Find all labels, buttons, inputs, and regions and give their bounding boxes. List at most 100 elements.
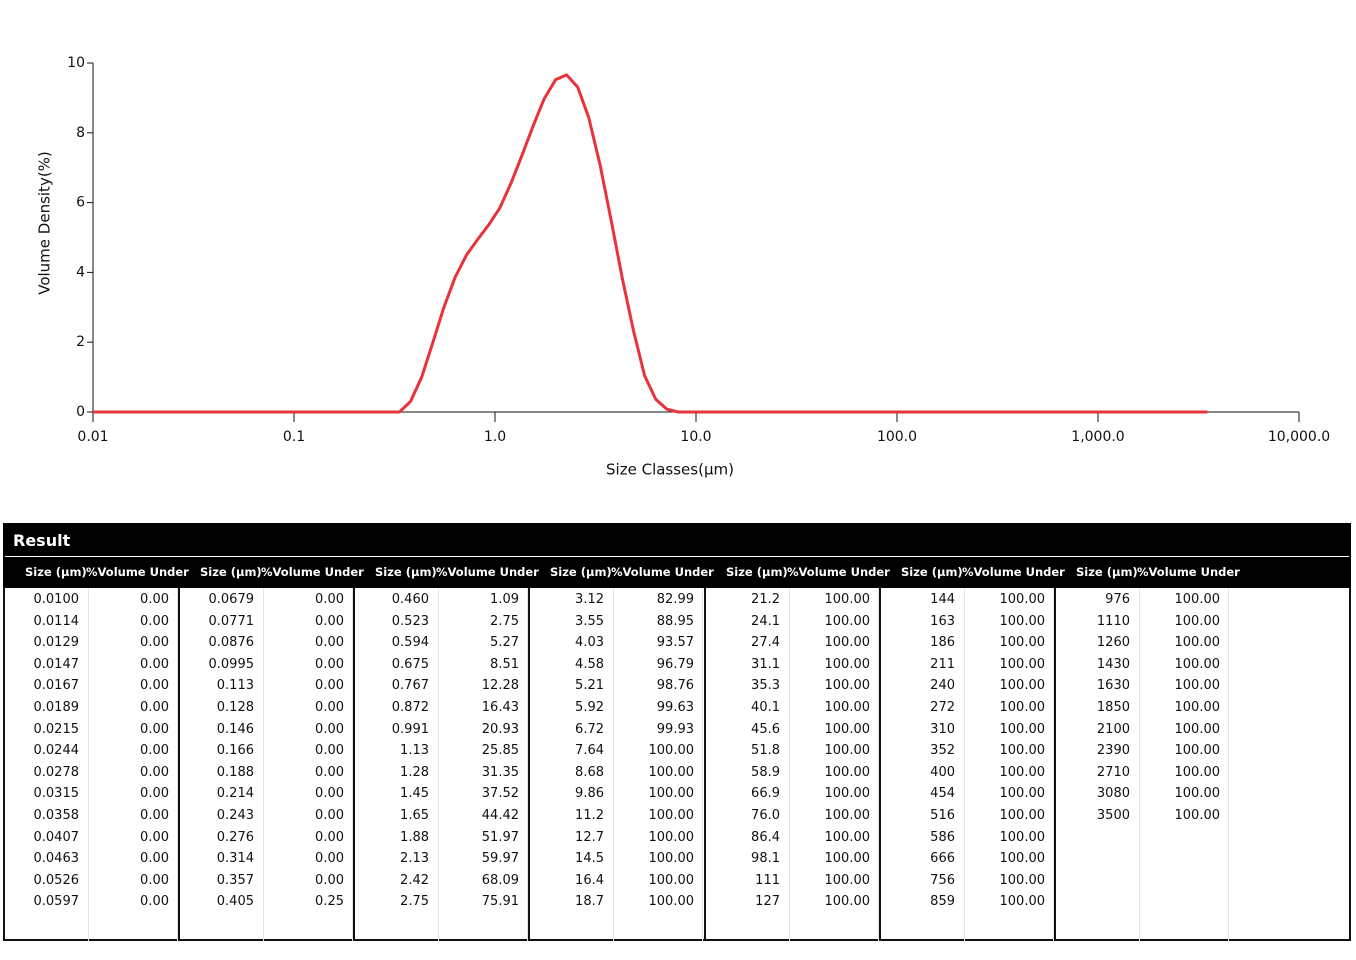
table-title: Result bbox=[13, 531, 71, 550]
size-cell: 9.86 bbox=[575, 786, 604, 802]
volume-cell: 100.00 bbox=[824, 635, 871, 651]
column-header: %Volume Under bbox=[611, 565, 714, 579]
x-tick-label: 0.1 bbox=[283, 429, 305, 445]
x-tick-label: 1,000.0 bbox=[1071, 429, 1124, 445]
volume-cell: 0.00 bbox=[315, 656, 344, 672]
group-border bbox=[1054, 588, 1056, 941]
size-cell: 0.0114 bbox=[33, 613, 80, 629]
size-cell: 756 bbox=[930, 872, 955, 888]
column-header: Size (µm) bbox=[25, 565, 87, 579]
size-cell: 2.13 bbox=[400, 851, 429, 867]
column-header: Size (µm) bbox=[200, 565, 262, 579]
volume-cell: 1.09 bbox=[490, 592, 519, 607]
volume-cell: 98.76 bbox=[656, 678, 694, 694]
column-divider bbox=[964, 588, 965, 941]
volume-cell: 0.00 bbox=[315, 808, 344, 823]
size-cell: 1.13 bbox=[400, 743, 429, 759]
size-cell: 0.128 bbox=[216, 700, 254, 715]
volume-cell: 100.00 bbox=[999, 829, 1046, 845]
volume-cell: 100.00 bbox=[824, 786, 871, 802]
column-divider bbox=[177, 588, 178, 941]
volume-cell: 31.35 bbox=[481, 764, 519, 780]
volume-cell: 0.00 bbox=[140, 894, 169, 910]
volume-cell: 100.00 bbox=[1174, 743, 1221, 759]
size-cell: 1.65 bbox=[400, 808, 429, 823]
size-cell: 240 bbox=[930, 678, 955, 694]
volume-cell: 99.93 bbox=[656, 721, 694, 737]
size-cell: 310 bbox=[930, 721, 955, 737]
volume-cell: 100.00 bbox=[999, 635, 1046, 651]
size-cell: 0.0771 bbox=[208, 613, 255, 629]
size-cell: 4.03 bbox=[575, 635, 604, 651]
volume-cell: 0.00 bbox=[315, 635, 344, 651]
size-cell: 0.991 bbox=[391, 721, 429, 737]
volume-cell: 100.00 bbox=[1174, 613, 1221, 629]
size-cell: 666 bbox=[930, 851, 955, 867]
size-cell: 352 bbox=[930, 743, 955, 759]
density-line bbox=[93, 73, 1208, 414]
size-cell: 0.357 bbox=[216, 872, 254, 888]
volume-cell: 100.00 bbox=[824, 894, 871, 910]
volume-cell: 93.57 bbox=[656, 635, 694, 651]
volume-cell: 0.00 bbox=[140, 721, 169, 737]
size-cell: 0.276 bbox=[216, 829, 254, 845]
volume-cell: 100.00 bbox=[824, 613, 871, 629]
size-cell: 0.0129 bbox=[33, 635, 80, 651]
volume-cell: 100.00 bbox=[648, 808, 695, 823]
size-cell: 24.1 bbox=[751, 613, 780, 629]
size-cell: 272 bbox=[930, 700, 955, 715]
volume-cell: 75.91 bbox=[481, 894, 519, 910]
column-header: Size (µm) bbox=[550, 565, 612, 579]
title-bar bbox=[3, 523, 1351, 556]
size-cell: 859 bbox=[930, 894, 955, 910]
size-cell: 4.58 bbox=[575, 656, 604, 672]
size-cell: 0.0189 bbox=[33, 700, 80, 715]
y-tick-label: 6 bbox=[76, 195, 85, 211]
column-header: %Volume Under bbox=[86, 565, 189, 579]
size-cell: 7.64 bbox=[575, 743, 604, 759]
column-header: %Volume Under bbox=[962, 565, 1065, 579]
size-cell: 0.0876 bbox=[208, 635, 255, 651]
size-cell: 0.0597 bbox=[33, 894, 80, 910]
size-cell: 6.72 bbox=[575, 721, 604, 737]
size-cell: 0.460 bbox=[391, 592, 429, 607]
header-row bbox=[3, 557, 1351, 588]
size-cell: 400 bbox=[930, 764, 955, 780]
x-tick-label: 10.0 bbox=[680, 429, 711, 445]
volume-cell: 99.63 bbox=[656, 700, 694, 715]
volume-cell: 100.00 bbox=[824, 743, 871, 759]
column-header: %Volume Under bbox=[787, 565, 890, 579]
column-divider bbox=[1228, 588, 1229, 941]
volume-cell: 100.00 bbox=[999, 613, 1046, 629]
size-cell: 31.1 bbox=[751, 656, 780, 672]
size-cell: 0.872 bbox=[391, 700, 429, 715]
size-cell: 76.0 bbox=[751, 808, 780, 823]
volume-cell: 0.00 bbox=[140, 786, 169, 802]
x-tick-label: 10,000.0 bbox=[1268, 429, 1330, 445]
volume-cell: 0.00 bbox=[315, 743, 344, 759]
volume-cell: 37.52 bbox=[481, 786, 519, 802]
size-cell: 454 bbox=[930, 786, 955, 802]
volume-cell: 100.00 bbox=[1174, 721, 1221, 737]
size-cell: 0.0315 bbox=[33, 786, 80, 802]
size-cell: 0.0407 bbox=[33, 829, 80, 845]
size-cell: 0.314 bbox=[216, 851, 254, 867]
volume-cell: 51.97 bbox=[481, 829, 519, 845]
volume-cell: 20.93 bbox=[481, 721, 519, 737]
size-cell: 1.45 bbox=[400, 786, 429, 802]
size-cell: 186 bbox=[930, 635, 955, 651]
result-table: Result Size (µm) %Volume Under 0.0100 0.00 0.… bbox=[3, 523, 1351, 941]
volume-cell: 100.00 bbox=[824, 851, 871, 867]
volume-cell: 44.42 bbox=[481, 808, 519, 823]
group-border bbox=[528, 588, 530, 941]
volume-cell: 100.00 bbox=[999, 700, 1046, 715]
column-divider bbox=[438, 588, 439, 941]
column-divider bbox=[263, 588, 264, 941]
chart: Size Classes(µm) Volume Density(%) 0 2 4 6 8… bbox=[36, 55, 1331, 479]
x-axis-title: Size Classes(µm) bbox=[606, 461, 734, 479]
size-cell: 0.0100 bbox=[33, 592, 80, 607]
size-cell: 1630 bbox=[1096, 678, 1130, 694]
x-tick-label: 1.0 bbox=[484, 429, 506, 445]
size-cell: 1.88 bbox=[400, 829, 429, 845]
